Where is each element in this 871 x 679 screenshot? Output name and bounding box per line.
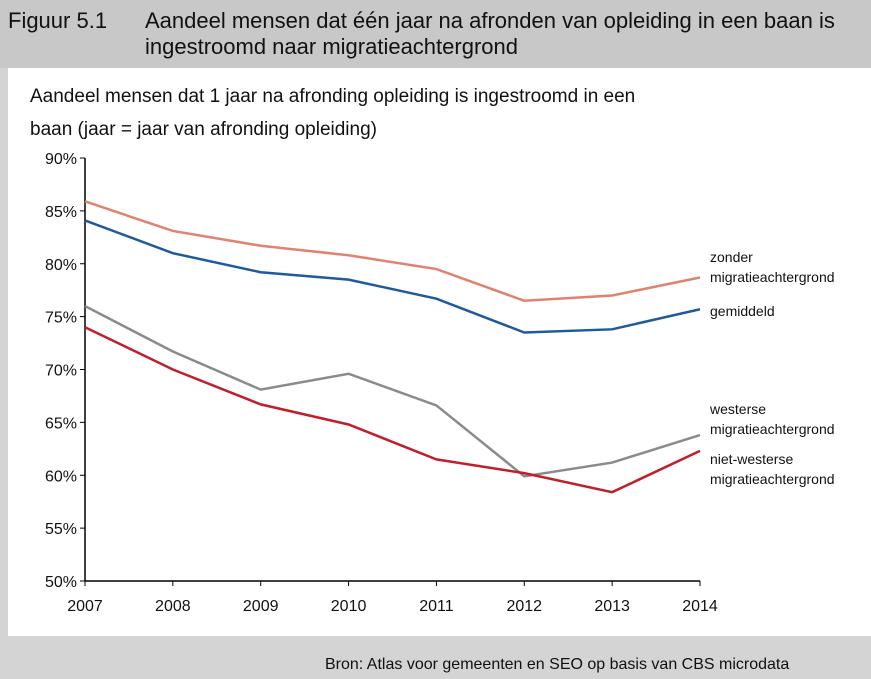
y-tick-label: 60%	[45, 468, 77, 485]
figure-label: Figuur 5.1	[8, 8, 108, 33]
x-tick-label: 2013	[594, 598, 630, 615]
y-tick-label: 90%	[45, 151, 77, 168]
x-tick-label: 2009	[243, 598, 279, 615]
y-tick-label: 80%	[45, 257, 77, 274]
y-tick-label: 55%	[45, 521, 77, 538]
series-label: westerse migratieachtergrond	[709, 401, 835, 437]
series-label: niet-westerse migratieachtergrond	[710, 451, 835, 487]
y-tick-label: 65%	[45, 415, 77, 432]
y-axis-label: Aandeel mensen dat 1 jaar na afronding o…	[30, 86, 636, 140]
x-tick-label: 2012	[506, 598, 542, 615]
y-tick-label: 70%	[45, 363, 77, 380]
chart-panel	[8, 68, 871, 636]
header	[0, 0, 871, 68]
x-tick-label: 2010	[331, 598, 367, 615]
series-label: gemiddeld	[710, 303, 775, 319]
x-tick-label: 2014	[682, 598, 718, 615]
x-tick-label: 2011	[419, 598, 454, 615]
source: Bron: Atlas voor gemeenten en SEO op bas…	[325, 656, 790, 673]
series-label: zonder migratieachtergrond	[710, 249, 835, 285]
series-line	[84, 219, 701, 334]
series-line	[84, 326, 701, 494]
chart-title: Aandeel mensen dat één jaar na afronden …	[145, 8, 835, 59]
y-tick-label: 75%	[45, 310, 77, 327]
series-line	[84, 304, 701, 478]
x-tick-label: 2007	[67, 598, 103, 615]
x-tick-label: 2008	[155, 598, 191, 615]
series-line	[84, 200, 701, 303]
y-tick-label: 50%	[45, 574, 77, 591]
y-tick-label: 85%	[45, 204, 77, 221]
